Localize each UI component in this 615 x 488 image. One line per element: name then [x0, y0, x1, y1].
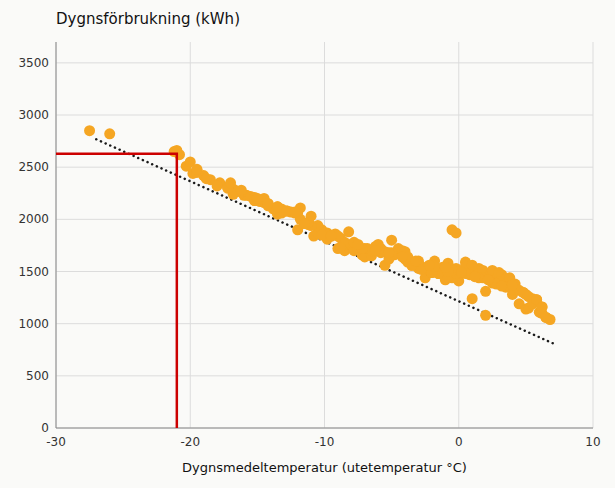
scatter-point: [316, 230, 327, 241]
y-tick-label: 500: [26, 369, 49, 383]
y-tick-label: 0: [41, 421, 49, 435]
scatter-point: [469, 271, 480, 282]
scatter-point: [201, 173, 212, 184]
scatter-point: [104, 128, 115, 139]
x-tick-label: 0: [455, 435, 463, 449]
scatter-point: [541, 312, 552, 323]
scatter-point: [212, 180, 223, 191]
scatter-point: [343, 226, 354, 237]
x-axis-line: [56, 428, 593, 429]
scatter-point: [252, 193, 263, 204]
scatter-point: [335, 242, 346, 253]
x-tick-label: -10: [315, 435, 335, 449]
tick-labels: -30 -20 -10 0 10 0 500 1000 1500 2000 2500 3000 3500: [18, 56, 600, 449]
grid-line-x: [593, 42, 594, 428]
scatter-point: [451, 227, 462, 238]
scatter-point: [424, 260, 435, 271]
scatter-point: [263, 198, 274, 209]
y-tick-label: 2500: [18, 160, 49, 174]
y-tick-label: 3000: [18, 108, 49, 122]
scatter-point: [467, 293, 478, 304]
scatter-point: [541, 312, 552, 323]
scatter-point: [496, 281, 507, 292]
grid-line-y: [56, 375, 593, 376]
scatter-point: [236, 185, 247, 196]
scatter-point: [507, 280, 518, 291]
scatter-point: [370, 245, 381, 256]
scatter-point: [289, 207, 300, 218]
y-tick-label: 3500: [18, 56, 49, 70]
chart: -30 -20 -10 0 10 0 500 1000 1500 2000 2500 3000 3500…: [0, 0, 615, 488]
scatter-point: [225, 177, 236, 188]
x-tick-label: -30: [46, 435, 66, 449]
x-tick-label: 10: [585, 435, 600, 449]
scatter-point: [272, 201, 283, 212]
grid-line-y: [56, 428, 593, 429]
scatter-point: [84, 125, 95, 136]
grid-line-y: [56, 271, 593, 272]
scatter-point: [483, 274, 494, 285]
grid-line-x: [56, 42, 57, 428]
scatter-point: [353, 239, 364, 250]
scatter-point: [299, 218, 310, 229]
background: [0, 0, 615, 488]
scatter-point: [440, 262, 451, 273]
scatter-point: [480, 310, 491, 321]
grid-line-y: [56, 115, 593, 116]
trend-line: [96, 139, 552, 343]
plot-area: [56, 125, 556, 428]
x-tick-label: -20: [180, 435, 200, 449]
scatter-point: [456, 267, 467, 278]
scatter-point: [397, 251, 408, 262]
scatter-point: [299, 218, 310, 229]
grid: [56, 42, 593, 428]
scatter-point: [456, 267, 467, 278]
grid-line-x: [190, 42, 191, 428]
scatter-point: [272, 201, 283, 212]
scatter-point: [263, 198, 274, 209]
title: Dygnsförbrukning (kWh): [56, 10, 240, 28]
scatter-point: [518, 287, 529, 298]
scatter-point: [191, 164, 202, 175]
scatter-point: [383, 247, 394, 258]
grid-line-y: [56, 62, 593, 63]
scatter-point: [518, 287, 529, 298]
grid-line-y: [56, 167, 593, 168]
grid-line-y: [56, 323, 593, 324]
scatter-point: [536, 301, 547, 312]
scatter-point: [326, 231, 337, 242]
reference-line: [56, 154, 177, 428]
grid-line-y: [56, 219, 593, 220]
scatter-points: [84, 125, 555, 325]
scatter-point: [410, 256, 421, 267]
y-tick-label: 1500: [18, 265, 49, 279]
y-tick-label: 2000: [18, 212, 49, 226]
y-axis-line: [56, 42, 57, 428]
y-tick-label: 1000: [18, 317, 49, 331]
scatter-point: [536, 301, 547, 312]
scatter-point: [326, 231, 337, 242]
x-axis-label: Dygnsmedeltemperatur (utetemperatur °C): [182, 460, 467, 475]
